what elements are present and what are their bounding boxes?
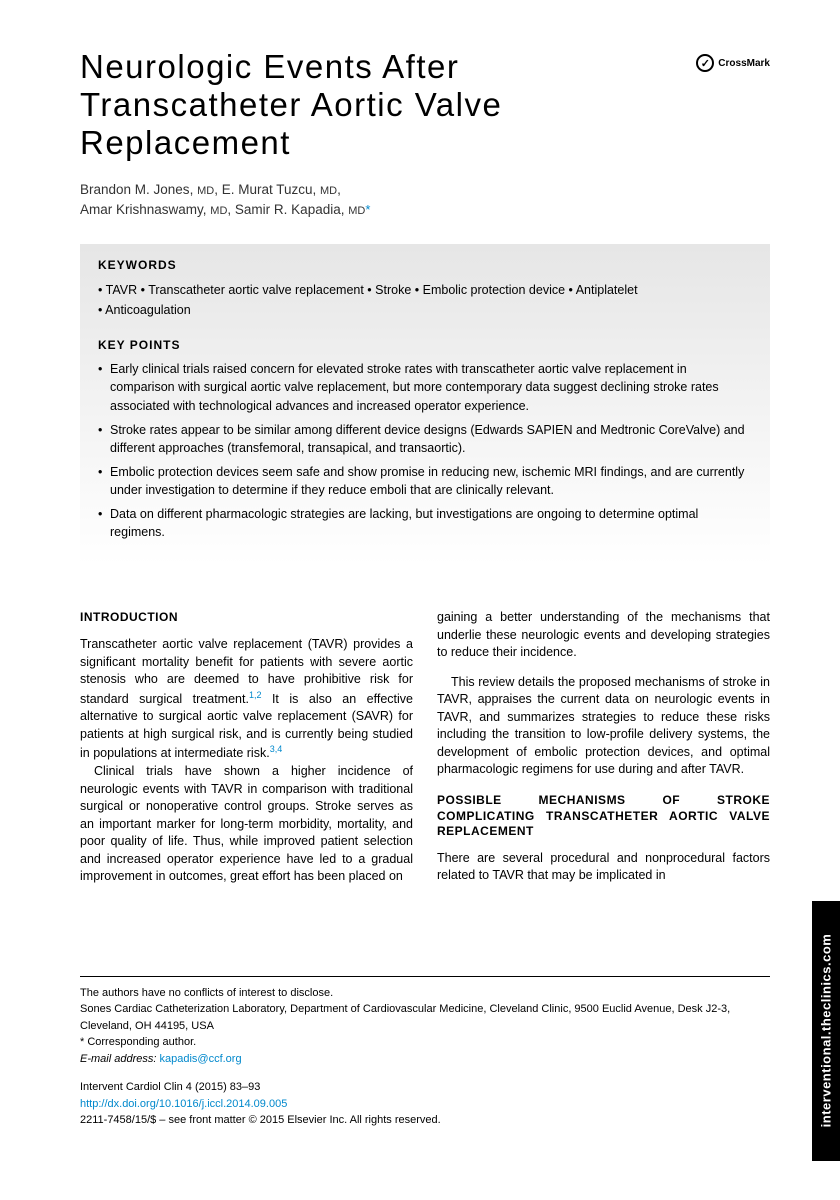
keypoint-item: Stroke rates appear to be similar among …	[98, 421, 752, 457]
keypoint-item: Early clinical trials raised concern for…	[98, 360, 752, 414]
column-left: INTRODUCTION Transcatheter aortic valve …	[80, 609, 413, 885]
reference-citation[interactable]: 1,2	[249, 690, 262, 700]
keypoints-heading: KEY POINTS	[98, 338, 752, 352]
keyword: Transcatheter aortic valve replacement	[148, 283, 364, 297]
authors-line-1: Brandon M. Jones, MD, E. Murat Tuzcu, MD…	[80, 180, 770, 200]
article-title: Neurologic Events After Transcatheter Ao…	[80, 48, 676, 162]
column-right: gaining a better understanding of the me…	[437, 609, 770, 885]
email-line: E-mail address: kapadis@ccf.org	[80, 1051, 770, 1068]
disclosure-statement: The authors have no conflicts of interes…	[80, 985, 770, 1002]
header-row: Neurologic Events After Transcatheter Ao…	[80, 48, 770, 162]
keypoint-item: Embolic protection devices seem safe and…	[98, 463, 752, 499]
side-tab[interactable]: interventional.theclinics.com	[812, 901, 840, 1161]
keypoints-list: Early clinical trials raised concern for…	[98, 360, 752, 541]
crossmark-badge[interactable]: ✓ CrossMark	[696, 54, 770, 72]
keyword: Stroke	[375, 283, 411, 297]
copyright-line: 2211-7458/15/$ – see front matter © 2015…	[80, 1112, 770, 1129]
author-degree: MD	[348, 205, 365, 217]
keypoints-section: KEY POINTS Early clinical trials raised …	[98, 338, 752, 541]
keywords-heading: KEYWORDS	[98, 258, 752, 272]
corresponding-marker: *	[365, 202, 370, 217]
paragraph: Transcatheter aortic valve replacement (…	[80, 636, 413, 763]
footer-area: The authors have no conflicts of interes…	[80, 976, 770, 1129]
author-name: E. Murat Tuzcu	[222, 182, 313, 197]
page-container: Neurologic Events After Transcatheter Ao…	[0, 0, 840, 1161]
keyword: Anticoagulation	[105, 303, 190, 317]
paragraph: gaining a better understanding of the me…	[437, 609, 770, 662]
paragraph: This review details the proposed mechani…	[437, 674, 770, 779]
intro-heading: INTRODUCTION	[80, 609, 413, 626]
author-degree: MD	[197, 185, 214, 197]
authors-block: Brandon M. Jones, MD, E. Murat Tuzcu, MD…	[80, 180, 770, 221]
email-label: E-mail address:	[80, 1053, 156, 1065]
authors-line-2: Amar Krishnaswamy, MD, Samir R. Kapadia,…	[80, 200, 770, 220]
paragraph: Clinical trials have shown a higher inci…	[80, 763, 413, 886]
side-tab-url: interventional.theclinics.com	[819, 934, 834, 1128]
keywords-list: • TAVR • Transcatheter aortic valve repl…	[98, 280, 752, 320]
keyword: Antiplatelet	[576, 283, 638, 297]
crossmark-icon: ✓	[696, 54, 714, 72]
author-name: Brandon M. Jones	[80, 182, 190, 197]
author-name: Samir R. Kapadia	[235, 202, 341, 217]
affiliation: Sones Cardiac Catheterization Laboratory…	[80, 1001, 770, 1034]
paragraph: There are several procedural and nonproc…	[437, 850, 770, 885]
mechanisms-heading: POSSIBLE MECHANISMS OF STROKE COMPLICATI…	[437, 793, 770, 840]
author-degree: MD	[320, 185, 337, 197]
citation-block: Intervent Cardiol Clin 4 (2015) 83–93 ht…	[80, 1079, 770, 1129]
keyword: TAVR	[106, 283, 137, 297]
doi-link[interactable]: http://dx.doi.org/10.1016/j.iccl.2014.09…	[80, 1098, 287, 1110]
reference-citation[interactable]: 3,4	[270, 744, 283, 754]
crossmark-label: CrossMark	[718, 58, 770, 69]
author-degree: MD	[210, 205, 227, 217]
info-box: KEYWORDS • TAVR • Transcatheter aortic v…	[80, 244, 770, 565]
email-link[interactable]: kapadis@ccf.org	[159, 1053, 241, 1065]
keyword: Embolic protection device	[423, 283, 565, 297]
corresponding-author-label: * Corresponding author.	[80, 1034, 770, 1051]
author-name: Amar Krishnaswamy	[80, 202, 203, 217]
keypoint-item: Data on different pharmacologic strategi…	[98, 505, 752, 541]
body-columns: INTRODUCTION Transcatheter aortic valve …	[80, 609, 770, 885]
journal-citation: Intervent Cardiol Clin 4 (2015) 83–93	[80, 1079, 770, 1096]
